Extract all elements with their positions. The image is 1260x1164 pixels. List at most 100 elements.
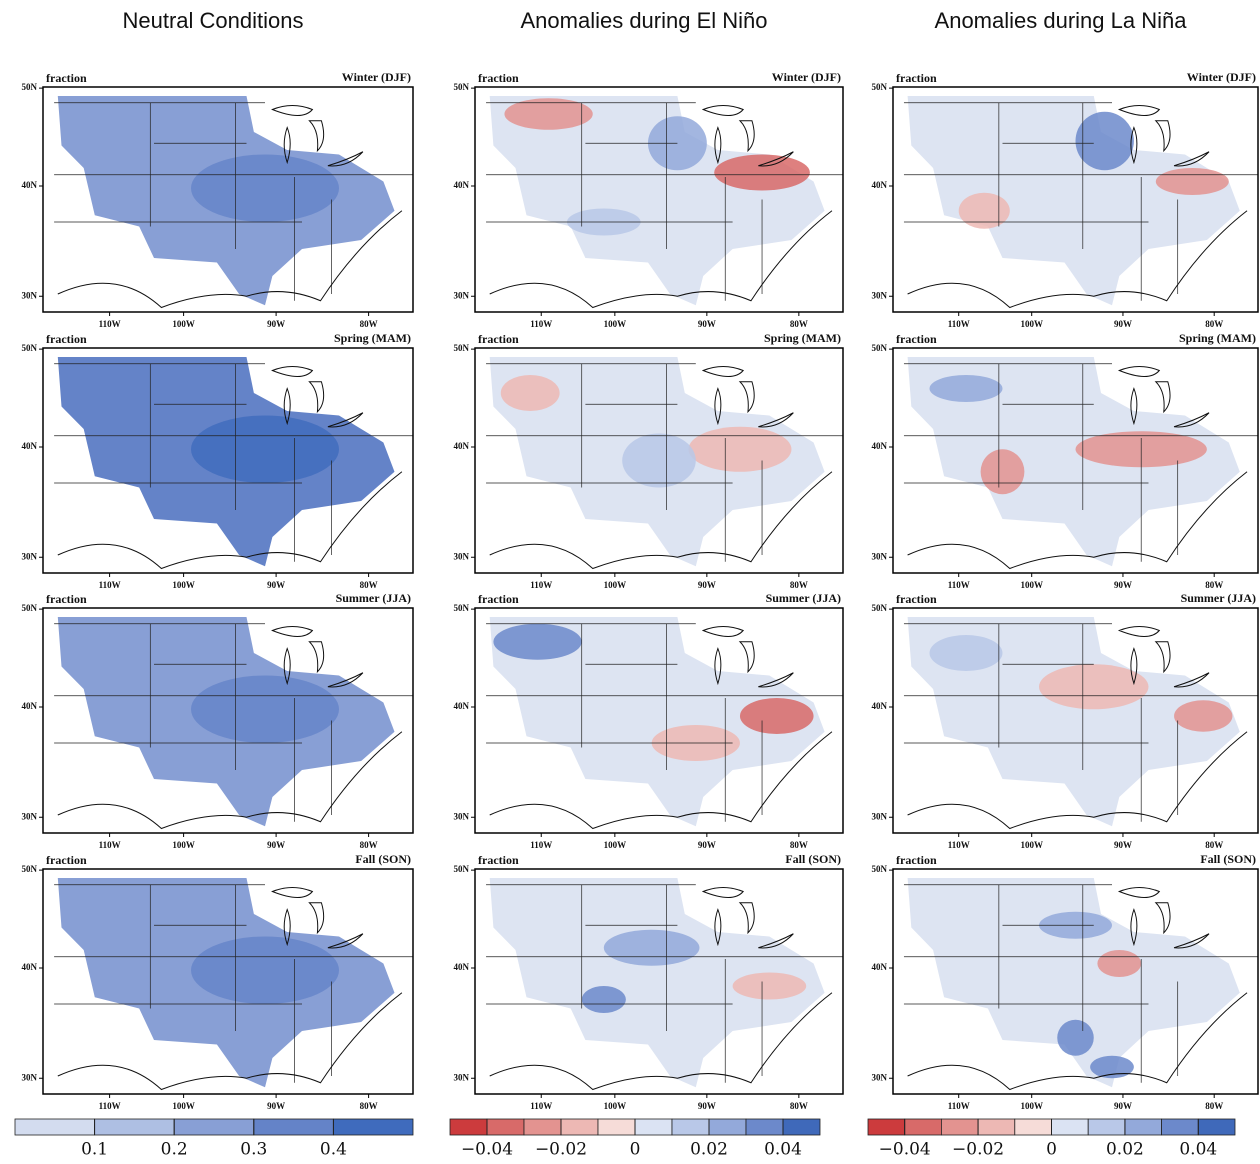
lat-label: 40N [872, 701, 888, 711]
lon-label: 90W [1114, 580, 1132, 590]
anomaly-area [929, 375, 1003, 402]
lat-label: 30N [22, 290, 38, 300]
colorbar-label: 0 [1046, 1140, 1057, 1160]
lon-label: 100W [604, 580, 627, 590]
colorbar-box [560, 1118, 599, 1136]
map-frame [474, 86, 844, 313]
lat-label: 50N [454, 343, 470, 353]
anomaly-area [958, 192, 1010, 229]
map-field [907, 617, 1240, 827]
map-frame [474, 607, 844, 834]
season-label: Summer (JJA) [1181, 591, 1256, 605]
lon-label: 80W [1205, 319, 1223, 329]
map-frame [892, 868, 1259, 1095]
lon-label: 100W [172, 580, 195, 590]
lon-label: 110W [99, 840, 121, 850]
lon-label: 110W [530, 580, 552, 590]
lon-label: 90W [267, 580, 285, 590]
colorbar-box [597, 1118, 636, 1136]
lon-label: 90W [698, 580, 716, 590]
map-frame [892, 347, 1259, 574]
lon-label: 110W [530, 840, 552, 850]
season-label: Spring (MAM) [334, 331, 411, 345]
anomaly-area [493, 623, 582, 660]
anomaly-area [500, 375, 560, 411]
high-area [191, 415, 339, 483]
season-label: Fall (SON) [785, 852, 841, 866]
lat-label: 30N [22, 811, 38, 821]
colorbar-label: 0.1 [81, 1140, 108, 1160]
lat-label: 40N [454, 701, 470, 711]
great-lakes [701, 887, 794, 949]
panel-label: fraction [478, 71, 519, 85]
panel-label: fraction [896, 332, 937, 346]
lon-label: 80W [1205, 580, 1223, 590]
colorbar-label: −0.02 [952, 1140, 1004, 1160]
colorbar-label: 0.4 [320, 1140, 347, 1160]
great-lakes [701, 105, 794, 167]
lon-label: 90W [698, 840, 716, 850]
state-borders [903, 102, 1258, 301]
panel-label: fraction [896, 853, 937, 867]
season-label: Summer (JJA) [336, 591, 411, 605]
lon-label: 110W [948, 319, 970, 329]
lat-label: 50N [22, 343, 38, 353]
lon-label: 90W [1114, 1101, 1132, 1111]
coastline [489, 471, 833, 570]
lon-label: 110W [530, 319, 552, 329]
lat-label: 50N [454, 82, 470, 92]
coastline [907, 471, 1248, 570]
lon-label: 100W [604, 1101, 627, 1111]
panel-label: fraction [46, 853, 87, 867]
season-label: Spring (MAM) [764, 331, 841, 345]
lon-label: 80W [790, 840, 808, 850]
lon-label: 110W [948, 580, 970, 590]
lat-label: 30N [22, 551, 38, 561]
lon-label: 80W [790, 1101, 808, 1111]
colorbar-label: 0.04 [764, 1140, 802, 1160]
high-area [191, 936, 339, 1004]
coastline [57, 731, 403, 830]
colorbar-box [977, 1118, 1016, 1136]
map-frame [42, 607, 414, 834]
lon-label: 110W [99, 319, 121, 329]
high-area [191, 675, 339, 743]
lat-label: 30N [22, 1072, 38, 1082]
colorbar-label: −0.04 [461, 1140, 513, 1160]
anomaly-area [1174, 700, 1233, 732]
map-panel [474, 868, 844, 1095]
colorbar-box [1161, 1118, 1199, 1136]
lat-label: 30N [872, 290, 888, 300]
panel-label: fraction [46, 71, 87, 85]
state-borders [903, 363, 1258, 562]
lat-label: 30N [872, 811, 888, 821]
lon-label: 110W [948, 840, 970, 850]
coastline [489, 210, 833, 309]
anomaly-area [1090, 1055, 1134, 1079]
colorbar-box [253, 1118, 334, 1136]
map-frame [474, 347, 844, 574]
colorbar-box [867, 1118, 906, 1136]
anomaly-area [980, 449, 1025, 495]
colorbar-box [708, 1118, 747, 1136]
lat-label: 50N [454, 603, 470, 613]
colorbar-label: −0.02 [535, 1140, 587, 1160]
colorbar-box [332, 1118, 414, 1136]
lon-label: 80W [360, 319, 378, 329]
lat-label: 40N [22, 180, 38, 190]
anomaly-area [1039, 664, 1149, 710]
map-frame [42, 86, 414, 313]
colorbar-box [173, 1118, 255, 1136]
colorbar-box [1014, 1118, 1052, 1136]
lon-label: 110W [99, 580, 121, 590]
coastline [907, 210, 1248, 309]
colorbar-label: 0.04 [1179, 1140, 1217, 1160]
state-borders [54, 623, 413, 822]
lat-label: 30N [454, 551, 470, 561]
colorbar-label: 0 [630, 1140, 641, 1160]
column-title: Neutral Conditions [123, 8, 304, 33]
great-lakes [1117, 105, 1210, 167]
colorbar-box [904, 1118, 942, 1136]
season-label: Fall (SON) [1200, 852, 1256, 866]
colorbar-label: 0.3 [240, 1140, 267, 1160]
